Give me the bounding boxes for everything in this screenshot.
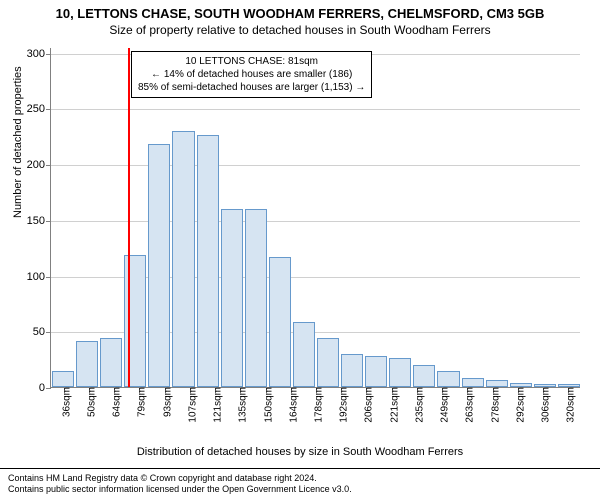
x-tick-label: 278sqm (484, 387, 501, 423)
x-tick-label: 164sqm (282, 387, 299, 423)
histogram-bar (197, 135, 219, 387)
x-tick-label: 235sqm (408, 387, 425, 423)
x-tick-label: 121sqm (207, 387, 224, 423)
x-tick-label: 320sqm (560, 387, 577, 423)
annotation-line2: ← 14% of detached houses are smaller (18… (138, 68, 365, 81)
chart-title-sub: Size of property relative to detached ho… (0, 21, 600, 37)
y-tick-label: 150 (27, 215, 51, 227)
histogram-bar (269, 257, 291, 387)
histogram-bar (437, 371, 459, 387)
footer-line2: Contains public sector information licen… (8, 484, 592, 496)
x-tick-label: 192sqm (333, 387, 350, 423)
y-tick-label: 200 (27, 159, 51, 171)
histogram-bar (293, 322, 315, 387)
x-tick-label: 36sqm (55, 387, 72, 417)
x-axis-label: Distribution of detached houses by size … (0, 446, 600, 458)
x-tick-label: 221sqm (383, 387, 400, 423)
chart-title-main: 10, LETTONS CHASE, SOUTH WOODHAM FERRERS… (0, 0, 600, 21)
x-tick-label: 292sqm (509, 387, 526, 423)
histogram-bar (462, 378, 484, 387)
chart-plot-area: 05010015020025030036sqm50sqm64sqm79sqm93… (50, 48, 580, 388)
y-tick-label: 50 (33, 326, 51, 338)
annotation-line3: 85% of semi-detached houses are larger (… (138, 81, 365, 94)
x-tick-label: 249sqm (434, 387, 451, 423)
histogram-bar (148, 144, 170, 387)
histogram-bar (52, 371, 74, 387)
x-tick-label: 178sqm (308, 387, 325, 423)
y-tick-label: 0 (39, 382, 51, 394)
histogram-bar (245, 209, 267, 387)
footer-attribution: Contains HM Land Registry data © Crown c… (0, 468, 600, 500)
x-tick-label: 64sqm (106, 387, 123, 417)
footer-line1: Contains HM Land Registry data © Crown c… (8, 473, 592, 485)
histogram-bar (389, 358, 411, 387)
histogram-bar (100, 338, 122, 387)
x-tick-label: 263sqm (459, 387, 476, 423)
histogram-bar (413, 365, 435, 387)
y-tick-label: 300 (27, 48, 51, 60)
annotation-box: 10 LETTONS CHASE: 81sqm← 14% of detached… (131, 51, 372, 98)
x-tick-label: 306sqm (535, 387, 552, 423)
annotation-line1: 10 LETTONS CHASE: 81sqm (138, 55, 365, 68)
histogram-bar (172, 131, 194, 387)
y-axis-label: Number of detached properties (12, 66, 24, 218)
histogram-bar (221, 209, 243, 387)
x-tick-label: 135sqm (232, 387, 249, 423)
y-tick-label: 100 (27, 271, 51, 283)
histogram-bar (486, 380, 508, 387)
histogram-bar (317, 338, 339, 387)
reference-line (128, 48, 130, 387)
y-tick-label: 250 (27, 103, 51, 115)
x-tick-label: 79sqm (131, 387, 148, 417)
histogram-bar (365, 356, 387, 387)
x-tick-label: 93sqm (156, 387, 173, 417)
x-tick-label: 107sqm (181, 387, 198, 423)
histogram-bar (341, 354, 363, 387)
x-tick-label: 50sqm (80, 387, 97, 417)
x-tick-label: 150sqm (257, 387, 274, 423)
x-tick-label: 206sqm (358, 387, 375, 423)
histogram-bar (76, 341, 98, 387)
